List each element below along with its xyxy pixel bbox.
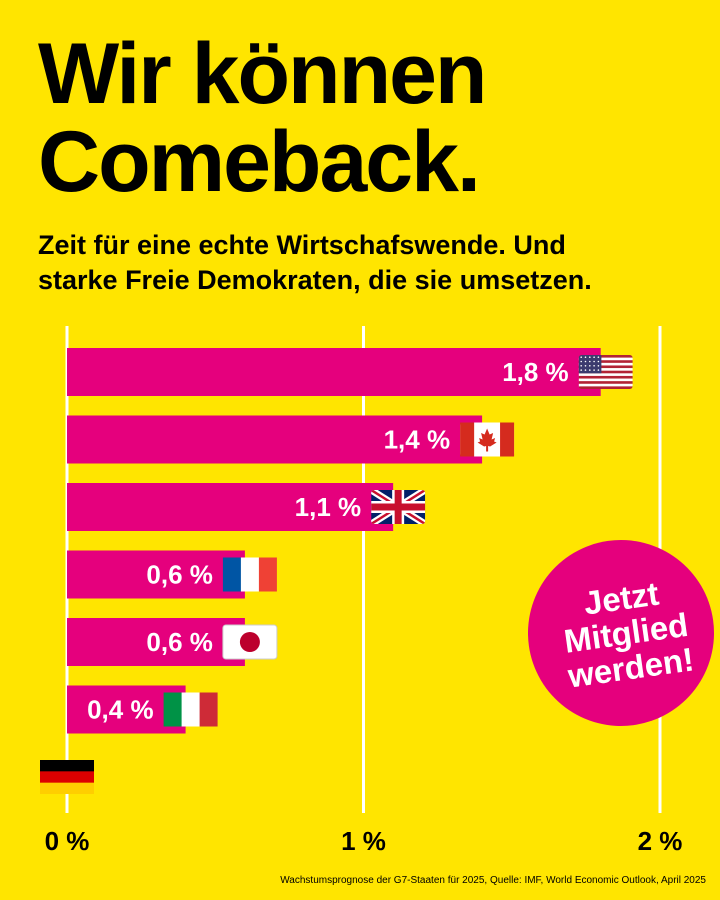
flag-uk-icon xyxy=(371,490,426,524)
bar-value-label: 0,6 % xyxy=(146,627,213,657)
subline-line-1: Zeit für eine echte Wirtschafswende. Und xyxy=(38,230,566,260)
bar xyxy=(67,415,483,464)
source-footnote: Wachstumsprognose der G7-Staaten für 202… xyxy=(280,875,706,886)
bar-value-label: 1,1 % xyxy=(295,492,362,522)
x-tick-label: 1 % xyxy=(341,826,386,856)
x-tick-label: 2 % xyxy=(638,826,683,856)
bar-layer xyxy=(67,348,601,734)
flag-germany-icon xyxy=(40,760,94,794)
headline-line-1: Wir können xyxy=(38,26,487,122)
headline: Wir können Comeback. xyxy=(38,30,698,206)
flag-france-icon xyxy=(222,557,277,592)
bar-value-label: 0,6 % xyxy=(146,560,213,590)
bar xyxy=(67,348,601,396)
bar xyxy=(67,618,245,666)
flag-italy-icon xyxy=(163,692,218,727)
flag-layer xyxy=(40,355,633,794)
x-tick-label: 0 % xyxy=(45,826,90,856)
bar-value-label: 0,4 % xyxy=(87,695,154,725)
growth-bar-chart: 1,8 % 1,4 % 1,1 % 0,6 % 0,6 % 0,4 % 0 % 1 % 2 % xyxy=(40,326,683,856)
label-layer: 1,8 % 1,4 % 1,1 % 0,6 % 0,6 % 0,4 % xyxy=(87,357,569,725)
subline-line-2: starke Freie Demokraten, die sie umsetze… xyxy=(38,265,592,295)
flag-canada-icon xyxy=(460,422,515,457)
tick-layer: 0 % 1 % 2 % xyxy=(45,826,683,856)
bar-value-label: 1,8 % xyxy=(502,357,569,387)
flag-usa-icon xyxy=(578,355,633,389)
headline-line-2: Comeback. xyxy=(38,114,481,210)
bar xyxy=(67,483,394,531)
flag-japan-icon xyxy=(222,624,278,660)
subline: Zeit für eine echte Wirtschafswende. Und… xyxy=(38,228,708,298)
bar-value-label: 1,4 % xyxy=(384,425,451,455)
badge-text: Jetzt Mitglied werden! xyxy=(561,574,697,695)
bar xyxy=(67,550,245,599)
